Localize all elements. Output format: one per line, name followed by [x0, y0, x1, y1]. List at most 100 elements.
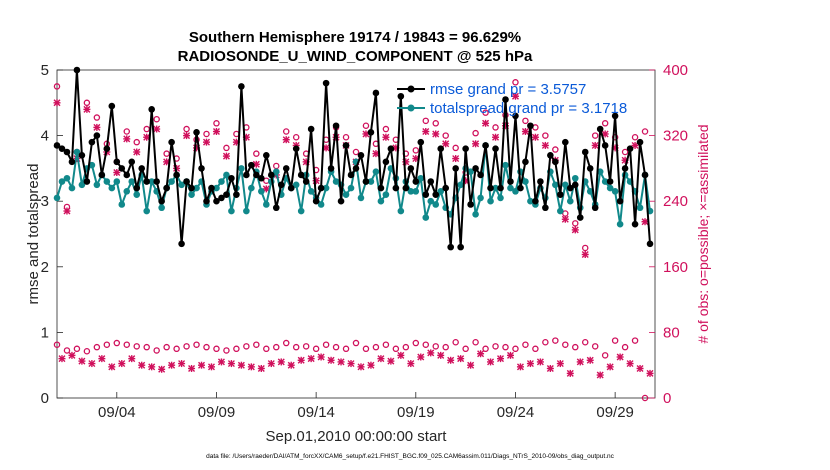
- rmse-point: [447, 243, 454, 251]
- obs-possible-point: [372, 343, 380, 351]
- rmse-point: [636, 138, 644, 146]
- rmse-point: [342, 142, 350, 149]
- obs-assimilated-point: [88, 360, 96, 368]
- rmse-point: [297, 171, 305, 179]
- totalspread-point: [123, 188, 131, 195]
- y-tick-label-0: 0: [41, 390, 49, 407]
- obs-assimilated-point: [357, 363, 365, 371]
- rmse-point: [412, 178, 420, 185]
- obs-assimilated-point: [586, 356, 594, 364]
- totalspread-point: [103, 178, 111, 185]
- rmse-point: [527, 122, 534, 130]
- obs-possible-point: [292, 133, 300, 141]
- rmse-point: [203, 197, 210, 205]
- totalspread-point: [168, 178, 175, 185]
- rmse-point: [327, 165, 335, 172]
- obs-assimilated-point: [576, 358, 584, 366]
- totalspread-point: [382, 191, 390, 198]
- rmse-point: [118, 165, 126, 172]
- rmse-point: [223, 191, 230, 198]
- rmse-point: [382, 158, 390, 166]
- rmse-point: [601, 142, 609, 149]
- obs-possible-point: [253, 150, 260, 157]
- obs-assimilated-point: [337, 358, 345, 366]
- obs-possible-point: [631, 337, 639, 344]
- rmse-series: [53, 66, 654, 251]
- obs-possible-point: [402, 343, 410, 351]
- obs-possible-series: [53, 79, 649, 402]
- totalspread-point: [512, 188, 519, 195]
- rmse-point: [517, 184, 524, 192]
- rmse-point: [457, 243, 464, 251]
- obs-assimilated-point: [93, 123, 101, 131]
- obs-assimilated-point: [347, 360, 355, 368]
- obs-assimilated-point: [616, 353, 624, 361]
- totalspread-point: [412, 188, 420, 195]
- obs-possible-point: [552, 146, 559, 153]
- rmse-point: [442, 184, 450, 192]
- rmse-point: [243, 171, 250, 179]
- obs-possible-point: [422, 117, 430, 125]
- rmse-point: [497, 184, 504, 192]
- rmse-point: [591, 204, 599, 212]
- totalspread-point: [218, 178, 225, 185]
- obs-assimilated-point: [148, 363, 156, 371]
- obs-assimilated-point: [492, 133, 500, 141]
- y-tick-label-3: 3: [41, 193, 49, 210]
- totalspread-point: [527, 197, 534, 205]
- obs-possible-point: [103, 341, 111, 348]
- obs-possible-point: [133, 138, 140, 146]
- rmse-point: [208, 184, 215, 192]
- rmse-point: [312, 197, 320, 205]
- rmse-point: [123, 171, 131, 179]
- obs-assimilated-point: [113, 169, 121, 176]
- obs-possible-point: [552, 337, 559, 344]
- obs-assimilated-point: [437, 351, 445, 359]
- obs-possible-point: [322, 341, 330, 348]
- obs-possible-point: [93, 114, 101, 121]
- totalspread-point: [372, 168, 380, 175]
- obs-assimilated-point: [457, 355, 465, 363]
- obs-assimilated-point: [277, 358, 285, 366]
- obs-possible-point: [641, 394, 649, 402]
- obs-possible-point: [352, 148, 360, 156]
- obs-possible-point: [312, 345, 320, 353]
- obs-possible-point: [123, 341, 131, 348]
- obs-assimilated-point: [596, 371, 604, 379]
- rmse-point: [93, 132, 101, 139]
- footnote: data file: /Users/raeder/DAI/ATM_forcXX/…: [206, 453, 615, 460]
- obs-assimilated-point: [487, 358, 495, 366]
- obs-possible-point: [601, 352, 609, 359]
- obs-assimilated-point: [531, 133, 539, 141]
- totalspread-point: [492, 184, 499, 192]
- obs-possible-point: [581, 338, 589, 346]
- obs-possible-point: [362, 345, 370, 353]
- obs-possible-point: [382, 125, 390, 133]
- rmse-point: [263, 151, 270, 159]
- y-tick-label-4: 4: [41, 128, 49, 145]
- rmse-point: [332, 122, 340, 130]
- obs-possible-point: [462, 345, 469, 353]
- rmse-point: [302, 178, 310, 185]
- obs-possible-point: [113, 339, 121, 347]
- obs-assimilated-point: [227, 360, 235, 368]
- totalspread-point: [432, 201, 440, 208]
- obs-assimilated-point: [183, 132, 191, 140]
- totalspread-point: [601, 178, 609, 185]
- obs-assimilated-point: [417, 353, 425, 361]
- obs-possible-point: [422, 341, 430, 348]
- rmse-point: [133, 184, 141, 192]
- chart-title-line2: RADIOSONDE_U_WIND_COMPONENT @ 525 hPa: [178, 48, 533, 65]
- rmse-point: [267, 171, 275, 179]
- obs-assimilated-point: [222, 152, 230, 160]
- rmse-point: [103, 145, 111, 153]
- rmse-point: [377, 184, 385, 192]
- obs-assimilated-point: [432, 130, 440, 138]
- totalspread-point: [53, 194, 61, 202]
- obs-possible-point: [542, 132, 549, 139]
- totalspread-point: [342, 191, 350, 198]
- obs-possible-point: [442, 343, 449, 351]
- totalspread-point: [128, 178, 136, 185]
- obs-possible-point: [621, 148, 629, 156]
- rmse-point: [566, 184, 574, 192]
